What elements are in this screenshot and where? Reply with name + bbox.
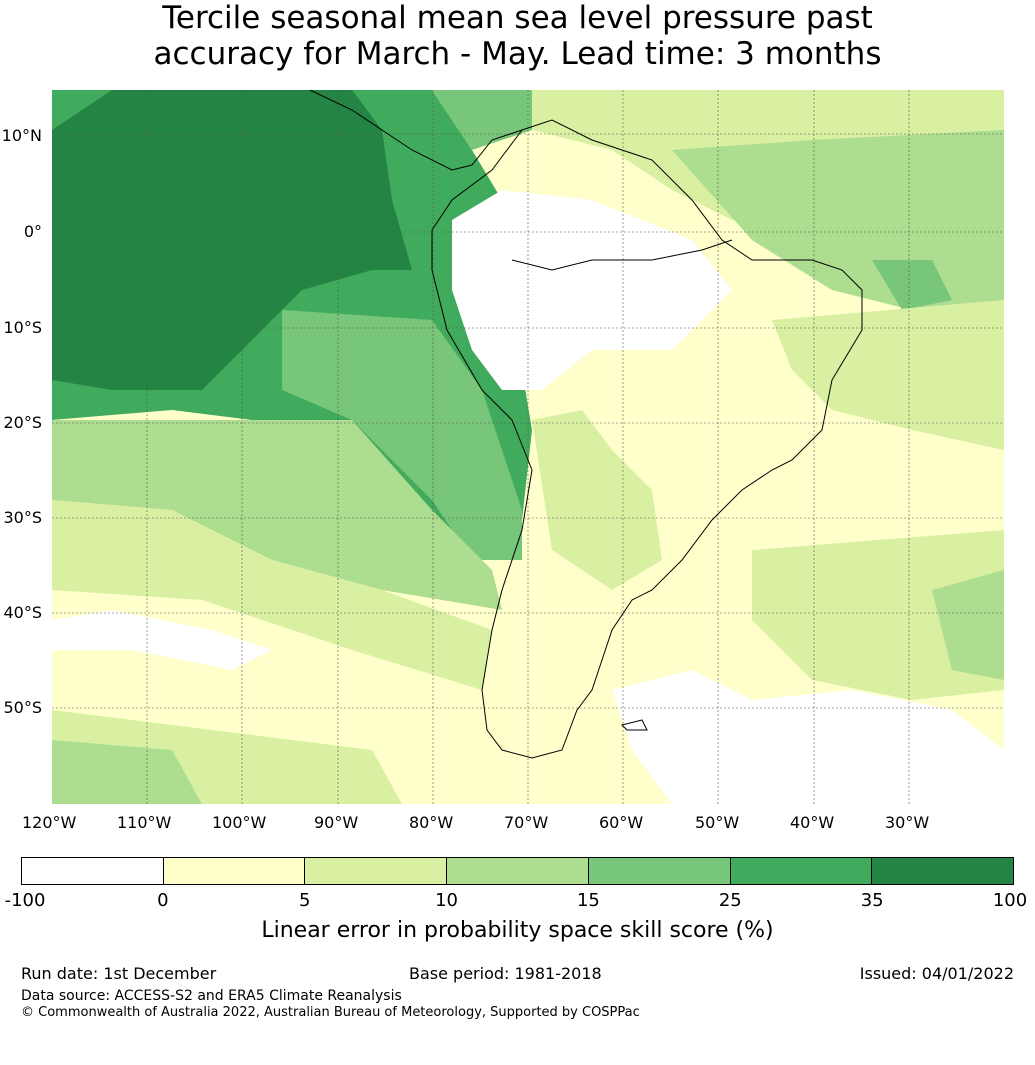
lon-label: 120°W xyxy=(22,813,77,832)
colorbar-segment xyxy=(163,858,306,884)
colorbar-tick-label: 10 xyxy=(435,890,459,911)
falklands xyxy=(621,719,648,731)
pacific-south-light xyxy=(52,500,492,690)
map-canvas xyxy=(52,90,1004,804)
south-america-coast xyxy=(431,119,863,759)
andes-light xyxy=(532,410,662,590)
lon-label: 40°W xyxy=(790,813,835,832)
coastlines xyxy=(309,90,863,759)
atlantic-patch xyxy=(872,260,952,310)
lon-label: 100°W xyxy=(212,813,267,832)
south-atlantic-zero xyxy=(612,670,1004,804)
pacific-south-white xyxy=(52,610,272,670)
lat-label: 30°S xyxy=(3,508,42,527)
copyright: © Commonwealth of Australia 2022, Austra… xyxy=(21,1005,640,1020)
colorbar-segment xyxy=(305,858,448,884)
lat-label: 0° xyxy=(23,222,42,241)
colorbar-segment xyxy=(588,858,731,884)
colorbar-segment xyxy=(447,858,589,884)
pacific-skill-moderate xyxy=(282,310,522,560)
atlantic-south-light xyxy=(752,530,1004,700)
lat-label: 20°S xyxy=(3,413,42,432)
colorbar xyxy=(21,857,1014,885)
map-title: Tercile seasonal mean sea level pressure… xyxy=(0,0,1035,72)
lon-label: 90°W xyxy=(314,813,359,832)
lon-label: 50°W xyxy=(695,813,740,832)
issued-date: Issued: 04/01/2022 xyxy=(859,964,1014,983)
colorbar-tick-label: 35 xyxy=(860,890,884,911)
amazon-river xyxy=(511,239,733,271)
southwest-green-2 xyxy=(52,740,202,804)
lon-label: 80°W xyxy=(409,813,454,832)
graticule xyxy=(52,90,1004,804)
colorbar-tick-label: 100 xyxy=(992,890,1028,911)
run-date: Run date: 1st December xyxy=(21,964,217,983)
atlantic-mid-light xyxy=(772,300,1004,450)
central-america-coast xyxy=(309,90,523,171)
colorbar-tick-label: -100 xyxy=(4,890,46,911)
colorbar-tick-label: 15 xyxy=(576,890,600,911)
lon-label: 60°W xyxy=(599,813,644,832)
pacific-skill-veryhigh xyxy=(52,90,412,390)
colorbar-label: Linear error in probability space skill … xyxy=(261,918,774,943)
base-period: Base period: 1981-2018 xyxy=(409,964,602,983)
colorbar-segment xyxy=(730,858,873,884)
lon-label: 30°W xyxy=(885,813,930,832)
atlantic-south-moderate xyxy=(932,570,1004,680)
colorbar-tick-label: 5 xyxy=(298,890,311,911)
lat-label: 40°S xyxy=(3,603,42,622)
skill-score-map xyxy=(52,90,1004,804)
lat-label: 10°S xyxy=(3,318,42,337)
title-line-1: Tercile seasonal mean sea level pressure… xyxy=(162,0,873,36)
pacific-transition xyxy=(52,420,502,610)
lon-label: 70°W xyxy=(504,813,549,832)
data-source: Data source: ACCESS-S2 and ERA5 Climate … xyxy=(21,988,402,1004)
lon-label: 110°W xyxy=(117,813,172,832)
title-line-2: accuracy for March - May. Lead time: 3 m… xyxy=(153,36,882,72)
colorbar-segment xyxy=(22,858,164,884)
colorbar-segment xyxy=(872,858,1014,884)
colorbar-tick-label: 0 xyxy=(157,890,169,911)
lat-label: 50°S xyxy=(3,698,42,717)
amazon-zero-skill xyxy=(452,190,732,390)
colorbar-tick-label: 25 xyxy=(718,890,742,911)
lat-label: 10°N xyxy=(1,126,42,145)
